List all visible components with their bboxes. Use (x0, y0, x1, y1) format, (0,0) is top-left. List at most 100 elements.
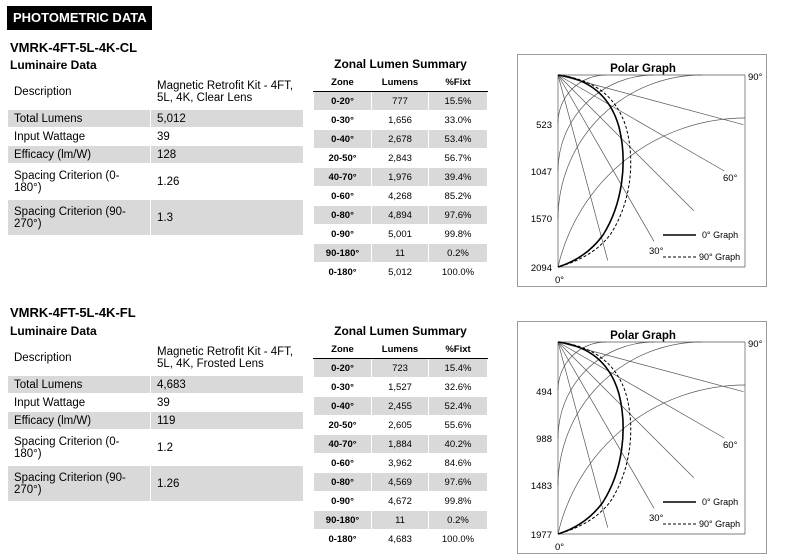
zone: 0-90° (313, 224, 372, 244)
percent-fixture: 0.2% (428, 243, 488, 263)
grid-arc-4 (557, 117, 746, 268)
zone: 0-20° (313, 91, 372, 111)
ld-row-total-lumens: Total Lumens 4,683 (7, 375, 304, 394)
polar-legend: 0° Graph 90° Graph (663, 230, 740, 262)
lumens: 2,843 (371, 148, 429, 168)
polar-graph: Polar Graph 494 988 1483 (517, 321, 767, 554)
polar-grid (557, 74, 746, 268)
curve-90-degree (557, 341, 632, 535)
ld-value: 1.26 (150, 163, 304, 200)
lumens: 1,884 (371, 434, 429, 454)
zone: 0-30° (313, 377, 372, 397)
legend-label: 90° Graph (699, 252, 740, 262)
zonal-row: 0-180° 4,683 100.0% (313, 529, 488, 549)
luminaire-data-table: Description Magnetic Retrofit Kit - 4FT,… (7, 73, 304, 236)
lumens: 1,656 (371, 110, 429, 130)
ld-row-efficacy: Efficacy (lm/W) 119 (7, 411, 304, 430)
polar-title: Polar Graph (610, 63, 676, 75)
lumens: 2,678 (371, 129, 429, 149)
polar-graph: Polar Graph 523 1047 157 (517, 54, 767, 287)
percent-fixture: 53.4% (428, 129, 488, 149)
scale-label: 1483 (531, 481, 552, 492)
luminaire-data-title: Luminaire Data (10, 58, 97, 72)
percent-fixture: 32.6% (428, 377, 488, 397)
ld-value: 1.2 (150, 429, 304, 466)
zone: 0-40° (313, 396, 372, 416)
angle-label-30: 30° (649, 246, 664, 257)
lumens: 4,268 (371, 186, 429, 206)
zonal-row: 0-30° 1,527 32.6% (313, 377, 488, 397)
zonal-summary-table: Zone Lumens %Fixt 0-20° 777 15.5% 0-30° 1,6… (313, 72, 488, 282)
percent-fixture: 33.0% (428, 110, 488, 130)
lumens: 3,962 (371, 453, 429, 473)
percent-fixture: 100.0% (428, 529, 488, 549)
ld-label: Total Lumens (7, 109, 151, 128)
model-name: VMRK-4FT-5L-4K-CL (10, 40, 138, 55)
percent-fixture: 52.4% (428, 396, 488, 416)
zone: 20-50° (313, 148, 372, 168)
ld-label: Spacing Criterion (90-270°) (7, 465, 151, 502)
zonal-header-row: Zone Lumens %Fixt (313, 72, 488, 92)
lumens: 777 (371, 91, 429, 111)
ld-value: 5,012 (150, 109, 304, 128)
ld-label: Total Lumens (7, 375, 151, 394)
grid-ray-15 (557, 74, 609, 261)
angle-label-60: 60° (723, 173, 738, 184)
legend-label: 0° Graph (702, 497, 738, 507)
product-block-1: VMRK-4FT-5L-4K-CL Luminaire Data Descrip… (0, 0, 788, 287)
ld-row-input-wattage: Input Wattage 39 (7, 393, 304, 412)
zone: 20-50° (313, 415, 372, 435)
zonal-row: 90-180° 11 0.2% (313, 243, 488, 263)
ld-value: 128 (150, 145, 304, 164)
grid-ray-60 (557, 341, 725, 439)
curve-90-degree (557, 74, 632, 268)
zone: 40-70° (313, 167, 372, 187)
zone: 0-90° (313, 491, 372, 511)
polar-grid (557, 341, 746, 535)
ld-label: Description (7, 339, 151, 376)
zonal-row: 0-180° 5,012 100.0% (313, 262, 488, 282)
zonal-summary-table: Zone Lumens %Fixt 0-20° 723 15.4% 0-30° 1,5… (313, 339, 488, 549)
ld-label: Spacing Criterion (0-180°) (7, 429, 151, 466)
percent-fixture: 55.6% (428, 415, 488, 435)
zonal-header: Zone (313, 339, 372, 359)
ld-value: Magnetic Retrofit Kit - 4FT, 5L, 4K, Cle… (150, 73, 304, 110)
grid-ray-75 (557, 341, 744, 393)
lumens: 5,001 (371, 224, 429, 244)
ld-value: 4,683 (150, 375, 304, 394)
grid-ray-30 (557, 74, 655, 242)
angle-label-30: 30° (649, 513, 664, 524)
ld-row-input-wattage: Input Wattage 39 (7, 127, 304, 146)
grid-ray-75 (557, 74, 744, 126)
ld-value: 119 (150, 411, 304, 430)
angle-label-90: 90° (748, 339, 763, 350)
legend-label: 0° Graph (702, 230, 738, 240)
zonal-row: 0-20° 777 15.5% (313, 91, 488, 111)
zone: 0-30° (313, 110, 372, 130)
legend-label: 90° Graph (699, 519, 740, 529)
zonal-row: 20-50° 2,605 55.6% (313, 415, 488, 435)
scale-label: 1047 (531, 167, 552, 178)
polar-legend: 0° Graph 90° Graph (663, 497, 740, 529)
zone: 0-60° (313, 453, 372, 473)
ld-label: Spacing Criterion (0-180°) (7, 163, 151, 200)
luminaire-data-title: Luminaire Data (10, 324, 97, 338)
zonal-row: 0-80° 4,569 97.6% (313, 472, 488, 492)
zonal-header: %Fixt (428, 72, 488, 92)
lumens: 4,683 (371, 529, 429, 549)
zonal-row: 0-30° 1,656 33.0% (313, 110, 488, 130)
zonal-header: Lumens (371, 339, 429, 359)
lumens: 11 (371, 243, 429, 263)
zonal-header: %Fixt (428, 339, 488, 359)
angle-label-0: 0° (555, 542, 564, 553)
zone: 90-180° (313, 243, 372, 263)
angle-label-90: 90° (748, 72, 763, 83)
zonal-row: 40-70° 1,884 40.2% (313, 434, 488, 454)
ld-row-description: Description Magnetic Retrofit Kit - 4FT,… (7, 73, 304, 110)
curve-0-degree (557, 74, 624, 268)
ld-label: Efficacy (lm/W) (7, 145, 151, 164)
ld-row-spacing-90-270: Spacing Criterion (90-270°) 1.26 (7, 465, 304, 502)
scale-label: 1977 (531, 530, 552, 541)
ld-value: 1.26 (150, 465, 304, 502)
lumens: 11 (371, 510, 429, 530)
